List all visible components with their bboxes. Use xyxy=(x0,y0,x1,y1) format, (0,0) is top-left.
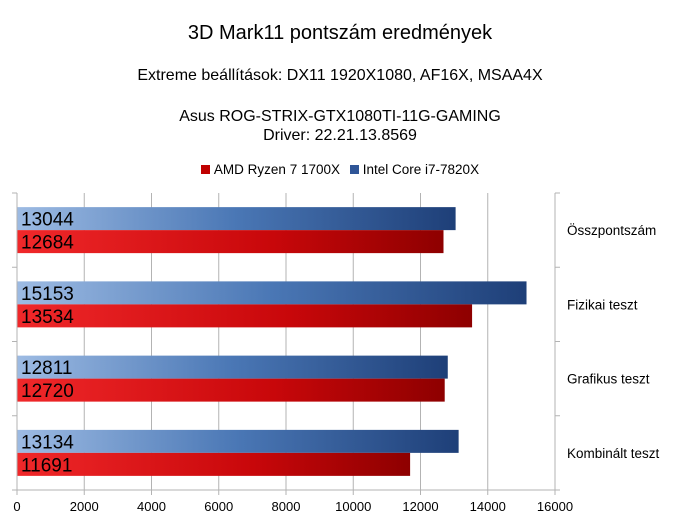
bar-amd xyxy=(17,304,473,328)
bar-amd xyxy=(17,378,445,402)
data-label-intel: 13134 xyxy=(21,432,74,453)
bar-amd xyxy=(17,452,411,476)
legend-label-amd: AMD Ryzen 7 1700X xyxy=(213,162,340,177)
bar-intel xyxy=(17,429,459,453)
legend-swatch-amd xyxy=(200,165,210,174)
data-label-intel: 15153 xyxy=(21,284,74,305)
bar-intel xyxy=(17,207,456,231)
category-label: Összpontszám xyxy=(567,223,656,238)
category-label: Fizikai teszt xyxy=(567,297,638,312)
bar-amd xyxy=(17,230,444,254)
chart-subtitle: Extreme beállítások: DX11 1920X1080, AF1… xyxy=(137,67,543,84)
data-label-intel: 13044 xyxy=(21,210,74,231)
category-label: Kombinált teszt xyxy=(567,446,660,461)
x-tick-label: 14000 xyxy=(470,499,506,514)
data-label-amd: 11691 xyxy=(21,455,72,476)
data-label-amd: 12684 xyxy=(21,233,74,254)
x-tick-label: 16000 xyxy=(537,499,573,514)
chart-subtitle-driver: Driver: 22.21.13.8569 xyxy=(263,127,417,144)
chart-title: 3D Mark11 pontszám eredmények xyxy=(187,22,493,44)
legend-item-intel: Intel Core i7-7820X xyxy=(349,162,480,177)
category-label: Grafikus teszt xyxy=(567,372,650,387)
data-label-intel: 12811 xyxy=(21,358,72,379)
legend-swatch-intel xyxy=(349,165,359,174)
data-label-amd: 12720 xyxy=(21,381,74,402)
legend-label-intel: Intel Core i7-7820X xyxy=(362,162,480,177)
legend-item-amd: AMD Ryzen 7 1700X xyxy=(200,162,340,177)
x-tick-label: 2000 xyxy=(70,499,99,514)
x-tick-label: 6000 xyxy=(204,499,233,514)
x-tick-label: 10000 xyxy=(335,499,371,514)
x-tick-label: 4000 xyxy=(137,499,166,514)
x-tick-label: 8000 xyxy=(272,499,301,514)
bar-intel xyxy=(17,281,527,305)
x-tick-label: 0 xyxy=(13,499,20,514)
bar-intel xyxy=(17,355,448,379)
legend: AMD Ryzen 7 1700X Intel Core i7-7820X xyxy=(0,162,680,177)
chart-subtitle-gpu: Asus ROG-STRIX-GTX1080TI-11G-GAMING xyxy=(179,108,501,125)
data-label-amd: 13534 xyxy=(21,307,74,328)
x-tick-label: 12000 xyxy=(402,499,438,514)
